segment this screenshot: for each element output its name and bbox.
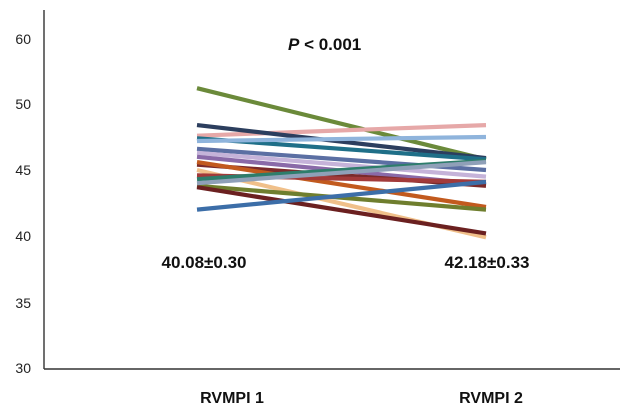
series-line — [196, 150, 487, 179]
series-line — [196, 185, 487, 236]
p-text: < 0.001 — [299, 35, 361, 54]
y-tick-label: 50 — [15, 96, 31, 112]
category-label: RVMPI 1 — [200, 390, 264, 407]
category-labels: RVMPI 1 RVMPI 2 — [200, 390, 523, 407]
y-tick-label: 60 — [15, 31, 31, 47]
series-line — [196, 160, 487, 186]
series-line — [196, 123, 487, 138]
series-line — [196, 160, 487, 210]
p-value-label: P < 0.001 — [288, 35, 361, 54]
series-line — [196, 134, 487, 144]
series-line — [196, 86, 487, 162]
series-line — [196, 179, 487, 212]
series-lines — [196, 86, 487, 240]
series-line — [196, 123, 487, 161]
y-tick-labels: 30 35 40 45 50 60 — [15, 31, 31, 376]
y-tick-label: 45 — [15, 162, 31, 178]
y-tick-label: 35 — [15, 295, 31, 311]
category-label: RVMPI 2 — [459, 390, 523, 407]
annotations: 40.08±0.30 42.18±0.33 — [162, 253, 530, 272]
mean-annotation: 40.08±0.30 — [162, 253, 247, 272]
y-tick-label: 30 — [15, 360, 31, 376]
y-tick-label: 40 — [15, 228, 31, 244]
p-symbol: P — [288, 35, 300, 54]
mean-annotation: 42.18±0.33 — [445, 253, 530, 272]
axes — [43, 10, 620, 370]
